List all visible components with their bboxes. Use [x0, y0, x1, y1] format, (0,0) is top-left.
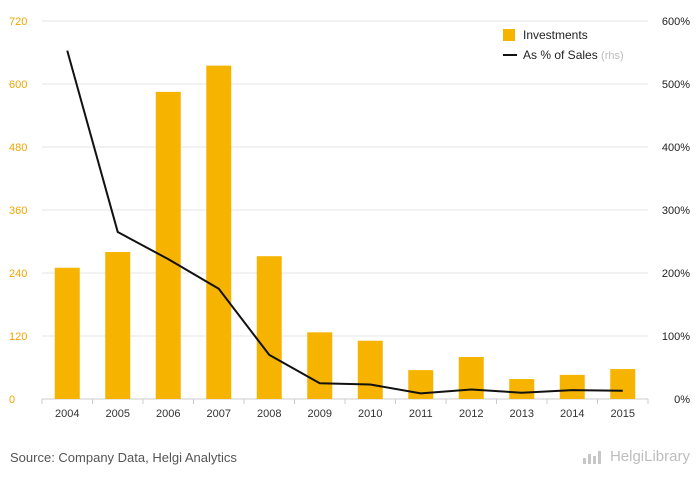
- line-pct-of-sales: [66, 50, 623, 395]
- x-axis-tick-label: 2005: [106, 408, 130, 420]
- source-text: Source: Company Data, Helgi Analytics: [10, 450, 237, 465]
- left-axis-tick-label: 0: [9, 394, 15, 406]
- x-axis-tick-label: 2010: [358, 408, 382, 420]
- legend-swatch-investments: [503, 29, 515, 41]
- x-axis-tick-label: 2007: [207, 408, 231, 420]
- legend-label-pct-of-sales: As % of Sales (rhs): [523, 48, 624, 62]
- left-axis-tick-label: 360: [9, 205, 27, 217]
- bar-investments: [54, 267, 80, 399]
- logo-text: HelgiLibrary: [609, 448, 690, 465]
- source-note: Source: Company Data, Helgi Analytics: [10, 450, 237, 465]
- bar-investments: [509, 379, 535, 399]
- left-axis-tick-label: 120: [9, 331, 27, 343]
- right-axis-tick-label: 600%: [662, 16, 690, 28]
- legend-label-rhs: (rhs): [601, 50, 624, 62]
- left-axis-tick-label: 600: [9, 79, 27, 91]
- logo-bars-icon: [582, 450, 605, 464]
- right-axis-tick-label: 200%: [662, 268, 690, 280]
- x-axis-tick-label: 2004: [55, 408, 79, 420]
- bar-investments: [256, 256, 282, 399]
- right-axis-tick-label: 0%: [674, 394, 690, 406]
- bar-investments: [206, 65, 232, 399]
- bar-investments: [458, 357, 484, 399]
- bar-investments: [307, 332, 333, 399]
- left-axis-tick-label: 720: [9, 16, 27, 28]
- bar-investments: [105, 252, 131, 399]
- right-axis-tick-label: 500%: [662, 79, 690, 91]
- x-axis-tick-label: 2015: [611, 408, 635, 420]
- x-axis-tick-label: 2014: [560, 408, 584, 420]
- right-axis-tick-label: 300%: [662, 205, 690, 217]
- x-axis-tick-label: 2013: [510, 408, 534, 420]
- right-axis-tick-label: 400%: [662, 142, 690, 154]
- bar-investments: [610, 369, 636, 399]
- right-axis-tick-label: 100%: [662, 331, 690, 343]
- legend-label-investments: Investments: [523, 28, 588, 42]
- bar-investments: [559, 374, 585, 399]
- chart: 0 0% 120 100% 240 200% 360 300% 480 400% 600 500% 72…: [9, 16, 690, 420]
- bar-investments: [357, 340, 383, 399]
- left-axis-tick-label: 240: [9, 268, 27, 280]
- x-axis-tick-label: 2006: [156, 408, 180, 420]
- left-axis-tick-label: 480: [9, 142, 27, 154]
- helgi-library-logo: HelgiLibrary: [582, 448, 690, 465]
- x-axis-tick-label: 2008: [257, 408, 281, 420]
- x-axis-tick-label: 2012: [459, 408, 483, 420]
- x-axis-tick-label: 2011: [409, 408, 433, 420]
- bar-investments: [408, 370, 434, 399]
- bar-investments: [155, 91, 181, 399]
- x-axis-tick-label: 2009: [308, 408, 332, 420]
